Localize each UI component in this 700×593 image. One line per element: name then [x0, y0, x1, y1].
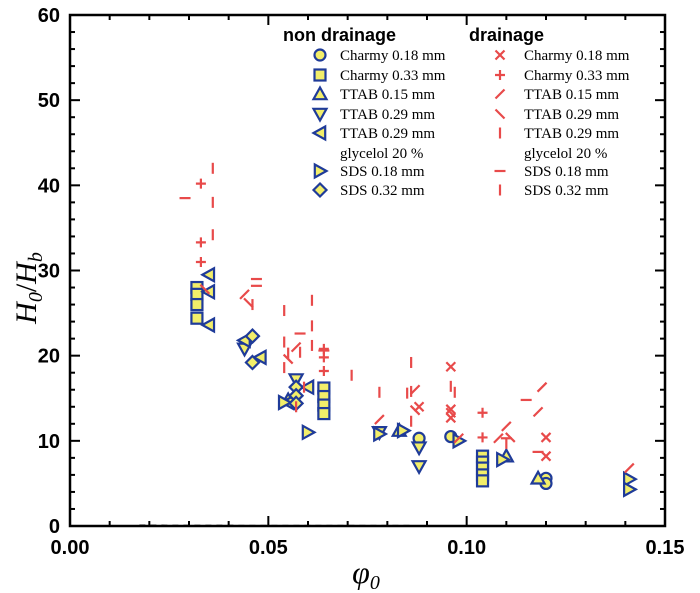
- legend-label: Charmy 0.33 mm: [340, 68, 446, 84]
- data-point: [277, 394, 293, 411]
- legend-label: TTAB 0.29 mm: [340, 126, 435, 142]
- data-point: [529, 469, 547, 485]
- data-point: [301, 423, 317, 441]
- legend-label: SDS 0.18 mm: [524, 164, 609, 180]
- y-tick-label: 50: [38, 90, 60, 112]
- data-point: [195, 237, 206, 248]
- legend-marker: [311, 181, 329, 199]
- data-point: [496, 451, 512, 468]
- data-point: [453, 433, 465, 444]
- legend-label: SDS 0.32 mm: [340, 183, 425, 199]
- data-point: [299, 378, 315, 396]
- legend-marker: [311, 124, 327, 142]
- data-point: [244, 354, 261, 371]
- data-point: [532, 406, 544, 418]
- data-point: [244, 328, 261, 345]
- data-point: [493, 433, 504, 444]
- data-point: [374, 414, 385, 425]
- data-point: [190, 297, 204, 312]
- legend-marker: [494, 49, 506, 61]
- data-point: [317, 406, 331, 421]
- y-axis-label: H0/Hb: [10, 252, 47, 325]
- data-point: [282, 353, 294, 365]
- data-point: [536, 381, 548, 393]
- plot-frame: [68, 13, 667, 528]
- x-tick-label: 0.15: [646, 537, 685, 559]
- legend-marker: [494, 88, 506, 100]
- legend-marker: [494, 108, 506, 120]
- legend-marker: [311, 107, 329, 123]
- legend-note-left: glycelol 20 %: [340, 146, 423, 162]
- x-tick-label: 0.00: [51, 537, 90, 559]
- y-tick-label: 20: [38, 346, 60, 368]
- data-point: [477, 407, 488, 418]
- data-point: [445, 361, 457, 373]
- legend-label: Charmy 0.33 mm: [524, 68, 630, 84]
- data-points: [179, 162, 639, 498]
- data-point: [477, 432, 488, 443]
- legend: non drainage drainage glycelol 20 % glyc…: [283, 25, 630, 199]
- legend-marker: [313, 48, 327, 62]
- data-point: [445, 407, 457, 419]
- data-point: [373, 425, 389, 443]
- data-point: [190, 311, 204, 325]
- data-point: [622, 470, 639, 488]
- y-tick-label: 0: [49, 516, 60, 538]
- legend-header-non-drainage: non drainage: [283, 25, 396, 45]
- legend-label: Charmy 0.18 mm: [340, 48, 446, 64]
- data-point: [199, 283, 211, 295]
- legend-note-right: glycelol 20 %: [524, 146, 607, 162]
- axis-ticks: 0.00 0.05 0.10 0.15 0 10 20 30 40 50 60: [38, 5, 685, 559]
- data-point: [501, 421, 512, 432]
- legend-label: TTAB 0.29 mm: [524, 107, 619, 123]
- data-point: [239, 289, 250, 300]
- data-point: [410, 460, 428, 476]
- legend-label: TTAB 0.29 mm: [340, 107, 435, 123]
- legend-marker: [313, 68, 327, 82]
- legend-label: TTAB 0.29 mm: [524, 126, 619, 142]
- data-point: [540, 450, 552, 462]
- data-point: [410, 441, 428, 457]
- legend-label: SDS 0.32 mm: [524, 183, 609, 199]
- legend-header-drainage: drainage: [469, 25, 544, 45]
- data-point: [318, 365, 329, 376]
- data-point: [396, 422, 412, 439]
- y-tick-label: 30: [38, 261, 60, 283]
- data-point: [445, 404, 457, 415]
- data-point: [195, 178, 206, 189]
- y-tick-label: 10: [38, 431, 60, 453]
- y-tick-label: 40: [38, 175, 60, 197]
- data-point: [318, 343, 329, 354]
- data-point: [200, 316, 216, 334]
- x-axis-label: φ0: [352, 554, 380, 593]
- data-point: [409, 404, 421, 416]
- data-point: [540, 432, 552, 443]
- legend-marker: [311, 85, 329, 101]
- data-point: [251, 349, 267, 366]
- legend-label: TTAB 0.15 mm: [340, 87, 435, 103]
- data-point: [195, 256, 206, 267]
- data-point: [475, 474, 490, 488]
- data-point: [624, 462, 635, 474]
- y-tick-label: 60: [38, 5, 60, 27]
- legend-label: SDS 0.18 mm: [340, 164, 425, 180]
- data-point: [622, 481, 639, 498]
- legend-marker: [313, 162, 329, 180]
- data-point: [290, 341, 302, 353]
- legend-label: Charmy 0.18 mm: [524, 48, 630, 64]
- legend-marker: [495, 70, 505, 80]
- x-tick-label: 0.10: [447, 537, 486, 559]
- data-point: [318, 352, 329, 363]
- data-point: [200, 266, 216, 284]
- x-tick-label: 0.05: [249, 537, 288, 559]
- legend-label: TTAB 0.15 mm: [524, 87, 619, 103]
